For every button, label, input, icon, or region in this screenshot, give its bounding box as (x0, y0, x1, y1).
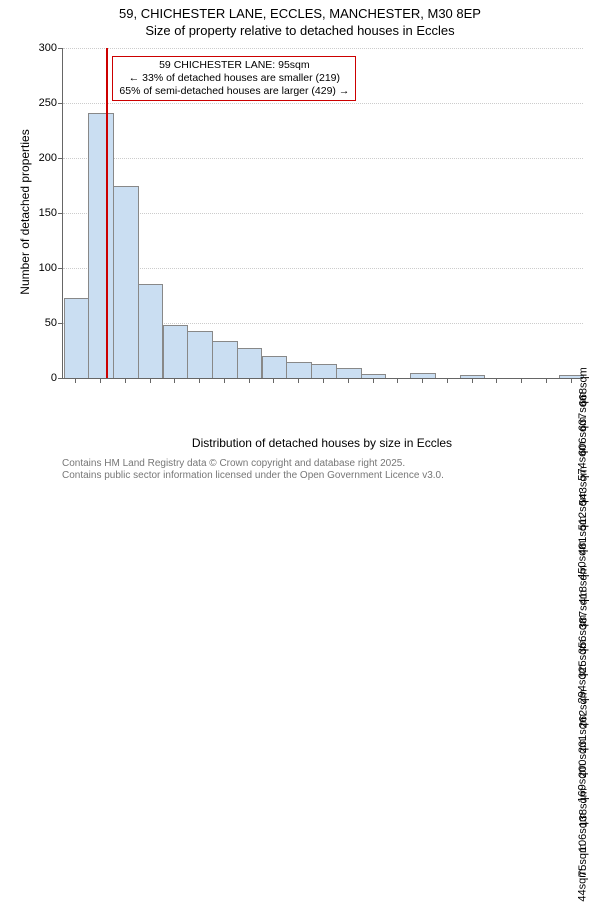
x-tick (199, 378, 200, 383)
annotation-box: 59 CHICHESTER LANE: 95sqm← 33% of detach… (112, 56, 356, 101)
annotation-line2: ← 33% of detached houses are smaller (21… (119, 72, 349, 85)
x-tick (125, 378, 126, 383)
grid-line (63, 213, 583, 214)
bar (113, 186, 139, 378)
y-tick-label: 150 (39, 207, 63, 219)
title-address: 59, CHICHESTER LANE, ECCLES, MANCHESTER,… (0, 6, 600, 23)
x-tick (447, 378, 448, 383)
x-tick (224, 378, 225, 383)
x-tick (100, 378, 101, 383)
x-tick (348, 378, 349, 383)
annotation-line3: 65% of semi-detached houses are larger (… (119, 85, 349, 98)
grid-line (63, 48, 583, 49)
y-tick-label: 100 (39, 262, 63, 274)
y-tick-label: 0 (51, 372, 63, 384)
x-tick (273, 378, 274, 383)
bar (138, 284, 164, 379)
y-axis-label: Number of detached properties (18, 122, 32, 302)
grid-line (63, 103, 583, 104)
bar (64, 298, 90, 378)
x-tick (397, 378, 398, 383)
grid-line (63, 158, 583, 159)
bar (187, 331, 213, 378)
bar (336, 368, 362, 378)
bar (212, 341, 238, 378)
x-axis-label: Distribution of detached houses by size … (62, 436, 582, 450)
x-tick (150, 378, 151, 383)
x-tick-label: 668sqm (577, 390, 589, 406)
y-tick-label: 200 (39, 152, 63, 164)
x-tick (422, 378, 423, 383)
property-marker-line (106, 48, 108, 378)
chart-container: 59, CHICHESTER LANE, ECCLES, MANCHESTER,… (0, 0, 600, 500)
x-tick (496, 378, 497, 383)
x-tick (373, 378, 374, 383)
x-tick (472, 378, 473, 383)
bar (163, 325, 189, 378)
bar (237, 348, 263, 378)
title-subtitle: Size of property relative to detached ho… (0, 23, 600, 40)
x-tick (298, 378, 299, 383)
x-tick (249, 378, 250, 383)
bar (88, 113, 114, 378)
y-tick-label: 250 (39, 97, 63, 109)
x-tick (323, 378, 324, 383)
title-block: 59, CHICHESTER LANE, ECCLES, MANCHESTER,… (0, 0, 600, 44)
x-tick (75, 378, 76, 383)
bar (262, 356, 288, 378)
bar (286, 362, 312, 378)
x-tick (546, 378, 547, 383)
y-tick-label: 50 (45, 317, 63, 329)
x-tick (571, 378, 572, 383)
footer-line2: Contains public sector information licen… (62, 470, 444, 482)
annotation-line1: 59 CHICHESTER LANE: 95sqm (119, 59, 349, 72)
footer-line1: Contains HM Land Registry data © Crown c… (62, 458, 444, 470)
plot-area: 05010015020025030044sqm75sqm106sqm138sqm… (62, 48, 583, 379)
x-tick (521, 378, 522, 383)
x-tick (174, 378, 175, 383)
footer-attribution: Contains HM Land Registry data © Crown c… (62, 458, 444, 482)
grid-line (63, 268, 583, 269)
y-tick-label: 300 (39, 42, 63, 54)
bar (311, 364, 337, 378)
